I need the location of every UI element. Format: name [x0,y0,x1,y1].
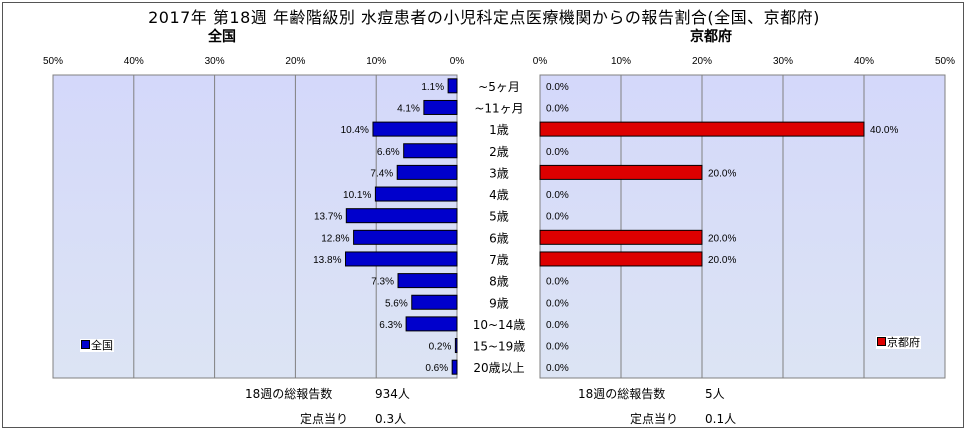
national-data-label: 12.8% [321,233,349,244]
national-tick-label: 50% [43,56,63,67]
kyoto-bar [539,164,703,180]
national-data-label: 7.4% [370,168,393,179]
kyoto-data-label: 0.0% [546,190,569,201]
category-label: ~11ヶ月 [474,101,523,115]
kyoto-data-label: 0.0% [546,363,569,374]
national-bar [405,316,458,332]
kyoto-data-label: 0.0% [546,147,569,158]
category-label: 10~14歳 [473,318,526,332]
kyoto-legend-label: 京都府 [887,336,920,349]
national-bar [403,143,458,159]
kyoto-data-label: 40.0% [870,125,898,136]
kyoto-tick-label: 30% [773,56,793,67]
national-bar [447,78,458,94]
kyoto-tick-label: 50% [935,56,955,67]
kyoto-data-label: 0.0% [546,342,569,353]
category-label: 4歳 [489,188,509,202]
national-chart-title: 全国 [208,29,236,45]
national-data-label: 13.7% [314,212,342,223]
national-bar [454,338,458,354]
category-label: 1歳 [489,123,509,137]
chart-frame [2,2,964,428]
national-data-label: 1.1% [421,82,444,93]
national-tick-label: 10% [366,56,386,67]
kyoto-data-label: 0.0% [546,298,569,309]
category-label: 5歳 [489,210,509,224]
national-data-label: 5.6% [385,298,408,309]
national-bar [353,229,458,245]
national-bar [345,208,458,224]
category-label: ~5ヶ月 [478,80,520,94]
kyoto-data-label: 0.0% [546,320,569,331]
national-bar [451,359,458,375]
national-plot-area [52,74,458,379]
kyoto-per-value: 0.1人 [705,412,737,426]
national-bar [396,164,458,180]
national-bar [372,121,458,137]
kyoto-tick-label: 10% [611,56,631,67]
kyoto-bar [539,251,703,267]
category-label: 6歳 [489,231,509,245]
kyoto-data-label: 20.0% [708,168,736,179]
kyoto-per-label: 定点当り [630,412,679,426]
category-label: 9歳 [489,296,509,310]
national-legend-label: 全国 [91,339,113,352]
kyoto-data-label: 0.0% [546,82,569,93]
kyoto-data-label: 0.0% [546,212,569,223]
kyoto-data-label: 0.0% [546,277,569,288]
chart-title: 2017年 第18週 年齢階級別 水痘患者の小児科定点医療機関からの報告割合(全… [148,8,820,27]
kyoto-total-label: 18週の総報告数 [578,387,666,401]
category-label: 3歳 [489,166,509,180]
kyoto-tick-label: 40% [854,56,874,67]
national-data-label: 0.2% [429,342,452,353]
kyoto-legend-swatch [877,337,886,346]
national-per-label: 定点当り [300,412,349,426]
category-label: 8歳 [489,275,509,289]
national-data-label: 4.1% [397,103,420,114]
national-per-value: 0.3人 [375,412,407,426]
national-legend: 全国 [80,339,114,352]
kyoto-data-label: 20.0% [708,233,736,244]
kyoto-tick-label: 0% [533,56,548,67]
kyoto-chart-title: 京都府 [690,29,732,45]
kyoto-plot-area [539,74,946,379]
national-bar [411,294,458,310]
national-total-value: 934人 [375,387,410,401]
kyoto-legend: 京都府 [876,336,921,349]
category-label: 20歳以上 [473,361,524,375]
national-bar [423,99,458,115]
national-tick-label: 20% [285,56,305,67]
national-data-label: 0.6% [425,363,448,374]
national-tick-label: 30% [205,56,225,67]
national-legend-swatch [81,340,90,349]
category-label: 15~19歳 [473,340,526,354]
national-bar [397,273,458,289]
category-label: 7歳 [489,253,509,267]
national-data-label: 10.4% [341,125,369,136]
national-bar [344,251,458,267]
national-data-label: 10.1% [343,190,371,201]
kyoto-data-label: 20.0% [708,255,736,266]
national-bar [374,186,458,202]
category-label: 2歳 [489,145,509,159]
national-data-label: 6.6% [377,147,400,158]
kyoto-bar [539,229,703,245]
national-data-label: 6.3% [379,320,402,331]
national-data-label: 13.8% [313,255,341,266]
national-data-label: 7.3% [371,277,394,288]
kyoto-tick-label: 20% [692,56,712,67]
national-tick-label: 40% [124,56,144,67]
kyoto-total-value: 5人 [705,387,725,401]
kyoto-bar [539,121,865,137]
national-tick-label: 0% [450,56,465,67]
kyoto-data-label: 0.0% [546,103,569,114]
national-total-label: 18週の総報告数 [245,387,333,401]
